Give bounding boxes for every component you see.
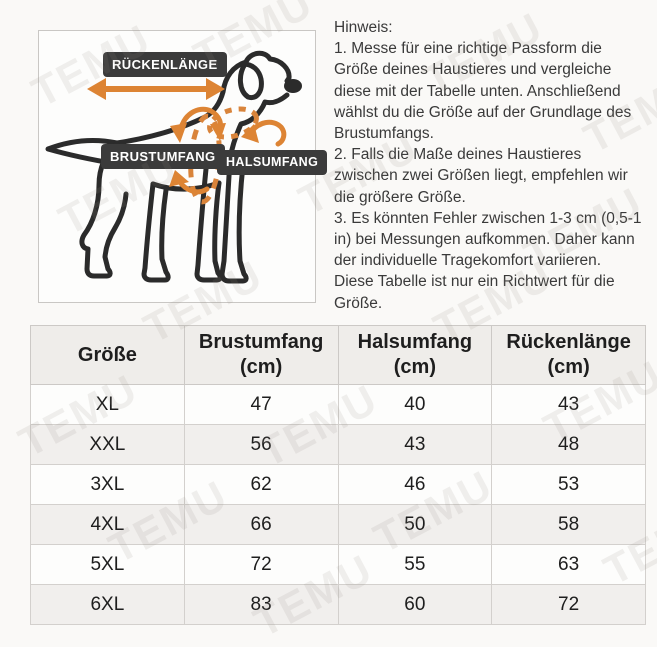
table-cell: 72 [183,544,339,585]
table-cell: 47 [183,384,339,425]
table-cell: 53 [491,464,646,505]
table-cell: 3XL [30,464,185,505]
table-cell: 43 [337,424,493,465]
table-row: XL 47 40 43 [30,384,646,425]
header-row: Größe Brustumfang (cm) Halsumfang (cm) R… [30,325,646,385]
note-title: Hinweis: [334,19,393,36]
measurement-diagram-panel: RÜCKENLÄNGE BRUSTUMFANG HALSUMFANG [38,30,328,303]
table-cell: 66 [183,504,339,545]
neck-dashed-ellipse [207,106,259,140]
table-row: 3XL 62 46 53 [30,464,646,505]
table-cell: 58 [491,504,646,545]
note-body: 1. Messe für eine richtige Passform die … [334,40,642,312]
table-cell: 55 [337,544,493,585]
column-header-chest-girth: Brustumfang (cm) [183,325,339,385]
back-length-arrow [87,78,225,100]
table-cell: 6XL [30,584,185,625]
table-cell: 50 [337,504,493,545]
table-cell: 62 [183,464,339,505]
table-cell: XXL [30,424,185,465]
chest-girth-arrow [169,106,226,195]
table-cell: 40 [337,384,493,425]
table-cell: 4XL [30,504,185,545]
column-header-size: Größe [30,325,185,385]
table-cell: 83 [183,584,339,625]
table-cell: 72 [491,584,646,625]
table-row: 4XL 66 50 58 [30,504,646,545]
table-cell: XL [30,384,185,425]
neck-girth-label: HALSUMFANG [217,150,328,175]
column-header-back-length: Rückenlänge (cm) [491,325,646,385]
dog-outline [45,50,302,284]
chest-girth-label: BRUSTUMFANG [101,144,225,169]
table-row: 5XL 72 55 63 [30,544,646,585]
table-cell: 56 [183,424,339,465]
table-cell: 5XL [30,544,185,585]
table-cell: 48 [491,424,646,465]
table-cell: 43 [491,384,646,425]
size-table-header: Größe Brustumfang (cm) Halsumfang (cm) R… [30,325,646,385]
neck-girth-arrow [241,119,287,147]
table-row: 6XL 83 60 72 [30,584,646,625]
column-header-neck-girth: Halsumfang (cm) [337,325,493,385]
back-length-label: RÜCKENLÄNGE [103,52,227,77]
note-block: Hinweis: 1. Messe für eine richtige Pass… [334,17,657,314]
size-table-body: XL 47 40 43 XXL 56 43 48 3XL 62 46 53 4XL 66 50 58 5XL 72… [30,384,646,625]
size-table: Größe Brustumfang (cm) Halsumfang (cm) R… [30,325,646,625]
table-cell: 63 [491,544,646,585]
table-cell: 46 [337,464,493,505]
table-row: XXL 56 43 48 [30,424,646,465]
table-cell: 60 [337,584,493,625]
